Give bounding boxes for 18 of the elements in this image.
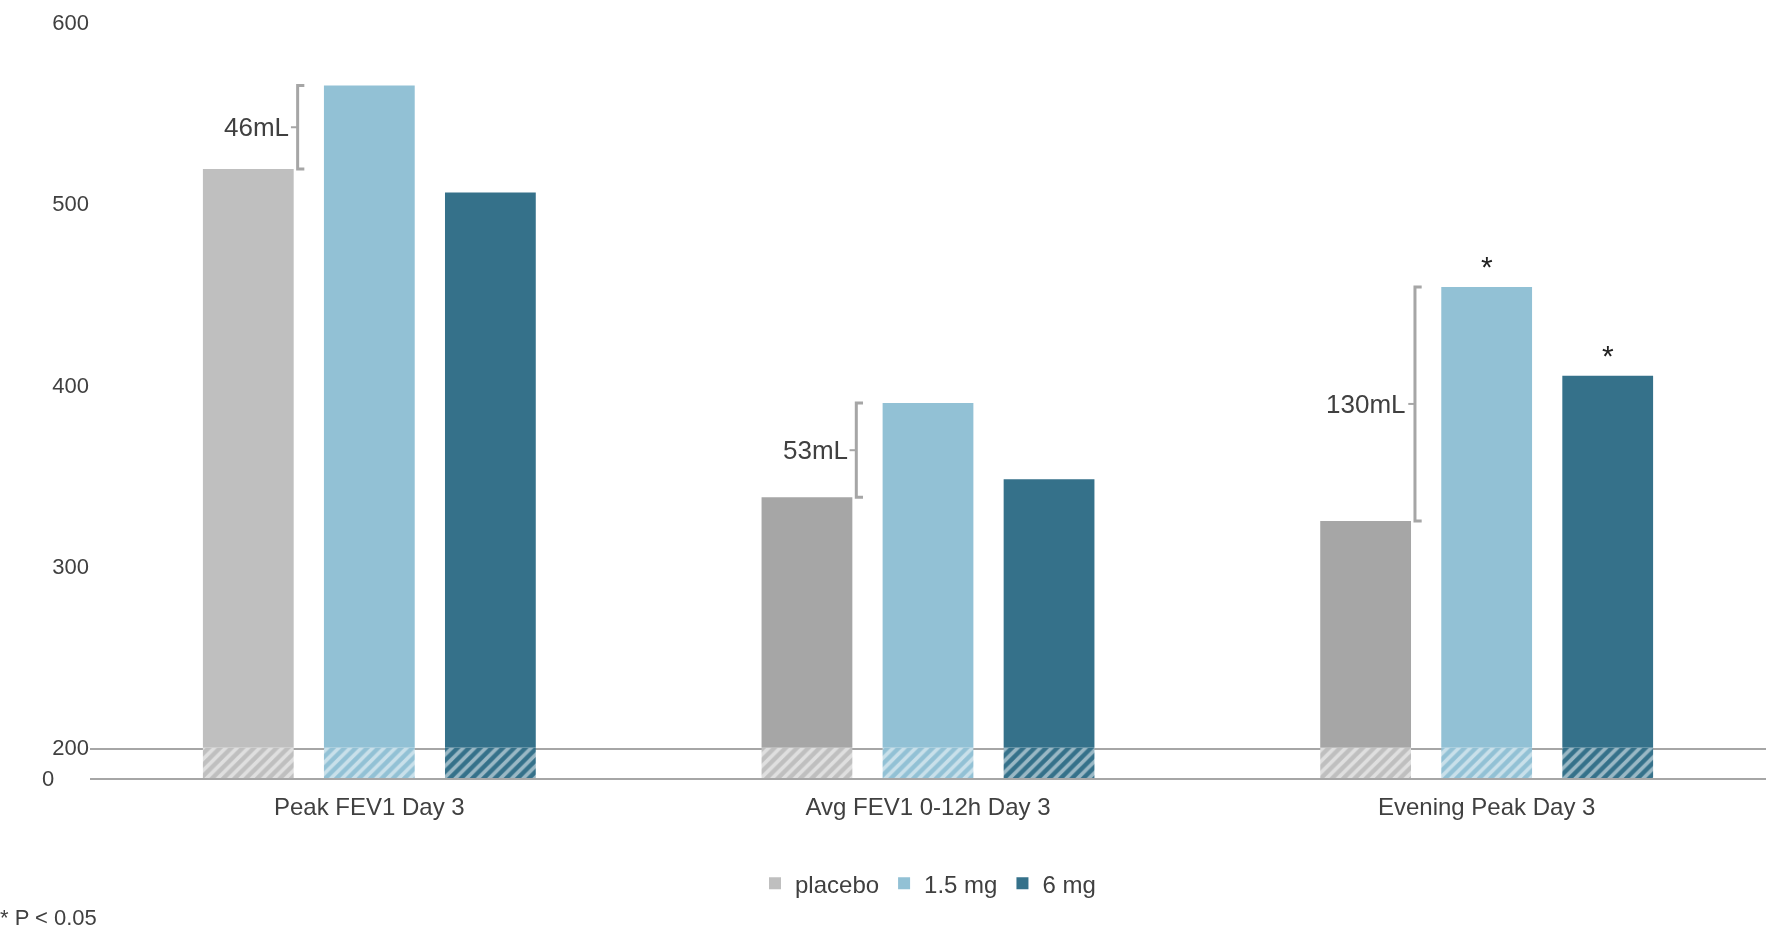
annotation: * bbox=[1481, 250, 1493, 283]
x-tick-label: Evening Peak Day 3 bbox=[1377, 792, 1596, 820]
annotation: 46mL bbox=[224, 112, 290, 142]
annotation: 130mL bbox=[1326, 389, 1406, 419]
legend-label: 1.5 mg bbox=[924, 870, 998, 898]
y-tick-label: 200 bbox=[52, 735, 89, 761]
y-tick-label: 400 bbox=[52, 372, 89, 398]
x-tick-label: Avg FEV1 0-12h Day 3 bbox=[805, 792, 1051, 820]
y-tick-label: 300 bbox=[52, 554, 89, 580]
legend-label: 6 mg bbox=[1042, 870, 1096, 898]
y-tick-label: 600 bbox=[52, 9, 89, 35]
legend-label: placebo bbox=[795, 870, 880, 898]
annotation: * bbox=[1602, 339, 1614, 372]
text: * P < 0.05 bbox=[0, 905, 97, 928]
x-tick-label: Peak FEV1 Day 3 bbox=[273, 792, 465, 820]
text: 0 bbox=[42, 766, 55, 791]
annotation: 53mL bbox=[783, 435, 849, 465]
y-tick-label: 500 bbox=[52, 191, 89, 217]
